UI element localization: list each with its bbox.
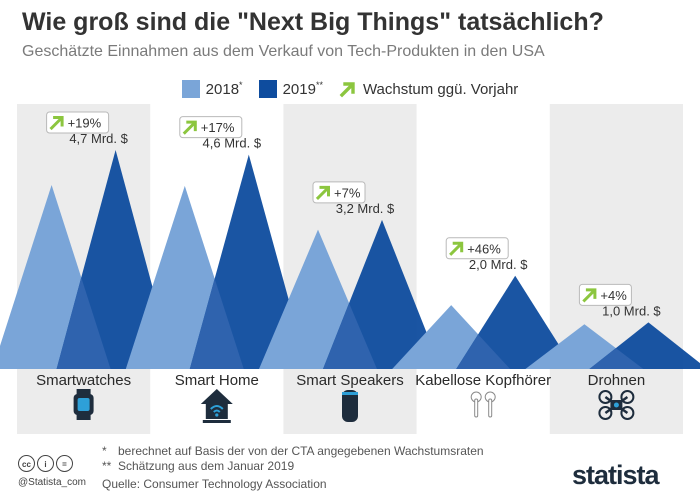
earbud-stem bbox=[488, 398, 493, 418]
category-label: Smartwatches bbox=[36, 372, 131, 389]
growth-label: +7% bbox=[334, 185, 361, 200]
watch-strap bbox=[76, 414, 91, 420]
legend-label-2018: 2018* bbox=[205, 80, 243, 98]
footnotes: * berechnet auf Basis der von der CTA ang… bbox=[102, 444, 484, 474]
legend-swatch-2019 bbox=[258, 80, 277, 98]
category-label: Smart Speakers bbox=[296, 372, 404, 389]
growth-arrow-icon bbox=[339, 82, 355, 98]
growth-label: +17% bbox=[201, 120, 235, 135]
drone-icon bbox=[598, 390, 635, 420]
legend-label-growth: Wachstum ggü. Vorjahr bbox=[362, 80, 519, 98]
growth-arrow-icon bbox=[582, 288, 597, 303]
chart-title: Wie groß sind die "Next Big Things" tats… bbox=[22, 8, 604, 36]
growth-badge: +17% bbox=[179, 116, 243, 139]
growth-arrow-icon bbox=[315, 185, 330, 201]
bar-overlap bbox=[56, 277, 111, 369]
source-note: Quelle: Consumer Technology Association bbox=[102, 477, 327, 491]
growth-badge: +7% bbox=[312, 181, 366, 204]
drone-rotor bbox=[620, 406, 635, 420]
smart-home-icon bbox=[200, 389, 233, 423]
smart-speaker-icon bbox=[342, 390, 358, 422]
legend-item-growth: Wachstum ggü. Vorjahr bbox=[339, 80, 518, 98]
bar-overlap bbox=[323, 303, 377, 369]
drone-rotor bbox=[598, 390, 613, 404]
watch-strap bbox=[76, 389, 91, 395]
drone-rotor bbox=[598, 406, 613, 420]
footnote-1: * berechnet auf Basis der von der CTA ang… bbox=[102, 444, 484, 458]
license-icons: cc i = bbox=[18, 455, 73, 472]
cc-icon: cc bbox=[18, 455, 35, 472]
value-label: 3,2 Mrd. $ bbox=[336, 201, 395, 216]
speaker-body bbox=[342, 390, 358, 422]
drone-camera bbox=[613, 402, 619, 408]
wifi-wave bbox=[210, 405, 224, 410]
legend-item-2019: 2019** bbox=[258, 80, 323, 98]
wifi-dot bbox=[215, 413, 219, 417]
bar-overlap bbox=[189, 278, 244, 369]
growth-arrow-icon bbox=[182, 120, 197, 135]
legend-label-2019: 2019** bbox=[282, 80, 323, 98]
growth-label: +4% bbox=[600, 288, 627, 303]
bar-overlap bbox=[456, 334, 511, 369]
category-label: Smart Home bbox=[175, 372, 259, 389]
earbud-stem bbox=[474, 398, 479, 418]
earbuds-icon bbox=[470, 391, 496, 418]
growth-badge: +46% bbox=[445, 237, 509, 260]
footnote-2: ** Schätzung aus dem Januar 2019 bbox=[102, 459, 295, 473]
drone-rotor bbox=[620, 390, 635, 404]
legend-swatch-2018 bbox=[181, 80, 200, 98]
growth-badge: +19% bbox=[46, 111, 110, 134]
category-label: Kabellose Kopfhörer bbox=[415, 372, 551, 389]
value-label: 4,6 Mrd. $ bbox=[203, 136, 262, 151]
statista-logo: statista bbox=[572, 460, 660, 490]
legend-item-2018: 2018* bbox=[181, 80, 243, 98]
growth-arrow-icon bbox=[49, 116, 64, 131]
value-label: 1,0 Mrd. $ bbox=[602, 303, 661, 318]
growth-label: +46% bbox=[467, 241, 501, 256]
category-panel bbox=[549, 104, 683, 434]
value-label: 2,0 Mrd. $ bbox=[469, 257, 528, 272]
nd-icon: = bbox=[56, 455, 73, 472]
category-label: Drohnen bbox=[588, 372, 646, 389]
chart-subtitle: Geschätzte Einnahmen aus dem Verkauf von… bbox=[22, 43, 545, 60]
watch-screen bbox=[77, 398, 90, 411]
growth-arrow-icon bbox=[449, 241, 464, 256]
bar-overlap bbox=[589, 348, 644, 369]
growth-label: +19% bbox=[68, 116, 102, 131]
wifi-wave bbox=[213, 409, 221, 413]
value-label: 4,7 Mrd. $ bbox=[69, 131, 128, 146]
growth-badge: +4% bbox=[578, 283, 632, 306]
speaker-ring bbox=[342, 392, 358, 395]
house-base bbox=[202, 420, 231, 423]
smartwatch-icon bbox=[73, 389, 94, 420]
statista-handle: @Statista_com bbox=[18, 477, 86, 488]
by-icon: i bbox=[37, 455, 54, 472]
house-roof bbox=[200, 389, 233, 404]
legend: 2018* 2019** Wachstum ggü. Vorjahr bbox=[0, 77, 700, 101]
